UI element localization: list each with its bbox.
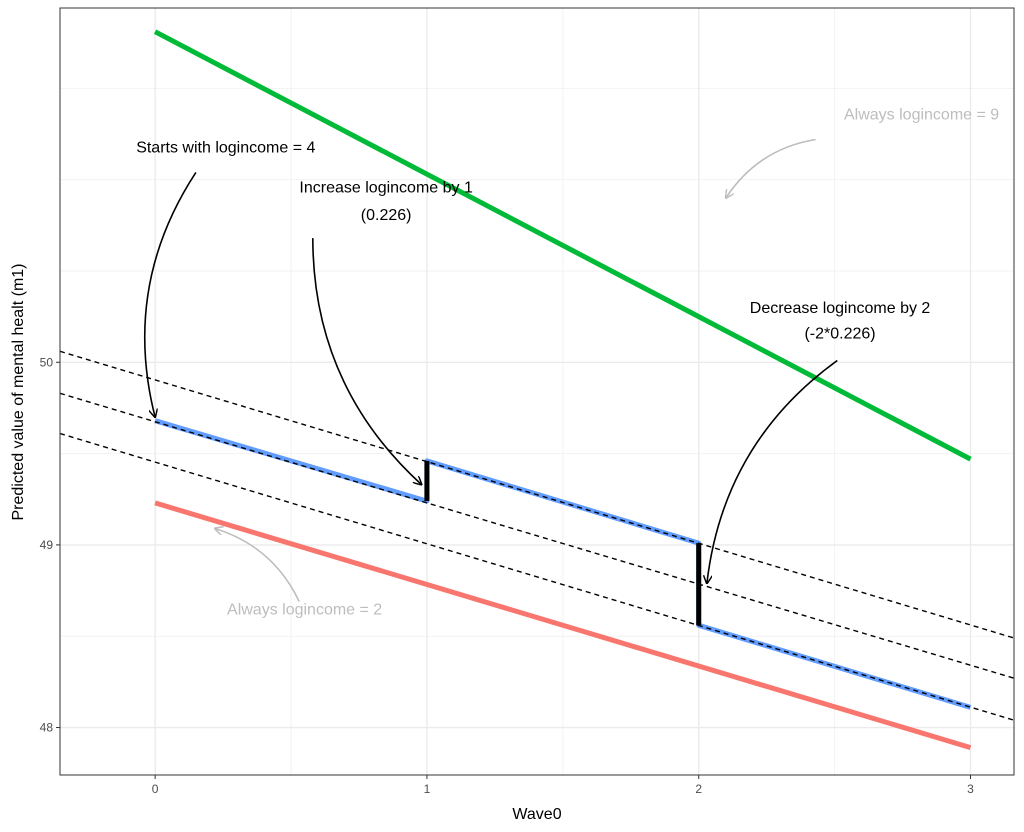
x-tick-label: 3 — [967, 782, 974, 796]
plot-area — [60, 29, 1014, 750]
annotation-starts4: Starts with logincome = 4 — [136, 139, 315, 417]
reference-line-2 — [60, 392, 1014, 679]
x-tick-label: 2 — [695, 782, 702, 796]
annotation-text: Always logincome = 2 — [227, 601, 382, 618]
annotation-text: (-2*0.226) — [804, 326, 875, 343]
annotation-arrow — [312, 238, 422, 485]
panel-border — [59, 7, 1015, 776]
axes: 0 1 2 3 48 49 50 — [40, 355, 975, 796]
x-tick-label: 1 — [424, 782, 431, 796]
annotation-always9: Always logincome = 9 — [726, 106, 999, 198]
annotation-arrow — [726, 138, 816, 198]
series-line-2 — [154, 500, 972, 750]
annotation-text: Always logincome = 9 — [844, 106, 999, 123]
annotation-text: Increase logincome by 1 — [299, 179, 473, 196]
series-line-1 — [153, 29, 972, 462]
y-tick-label: 50 — [40, 355, 54, 369]
x-axis-title: Wave0 — [512, 806, 561, 823]
x-tick-label: 0 — [152, 782, 159, 796]
reference-line-3 — [60, 432, 1014, 721]
annotation-text: Decrease logincome by 2 — [750, 300, 931, 317]
grid — [60, 8, 1014, 775]
y-tick-label: 48 — [40, 721, 54, 735]
annotation-decrease: Decrease logincome by 2 (-2*0.226) — [707, 300, 931, 584]
annotation-arrow — [143, 171, 197, 417]
y-axis-title: Predicted value of mental healt (m1) — [10, 263, 27, 520]
y-tick-label: 49 — [40, 538, 54, 552]
annotation-arrow — [707, 359, 838, 584]
annotation-arrow — [215, 529, 300, 602]
annotation-always2: Always logincome = 2 — [215, 529, 382, 618]
annotation-increase: Increase logincome by 1 (0.226) — [299, 179, 473, 484]
annotations: Always logincome = 9 Starts with logincom… — [136, 106, 999, 618]
annotation-text: Starts with logincome = 4 — [136, 139, 315, 156]
annotation-text: (0.226) — [361, 207, 412, 224]
reference-line-1 — [60, 350, 1014, 639]
